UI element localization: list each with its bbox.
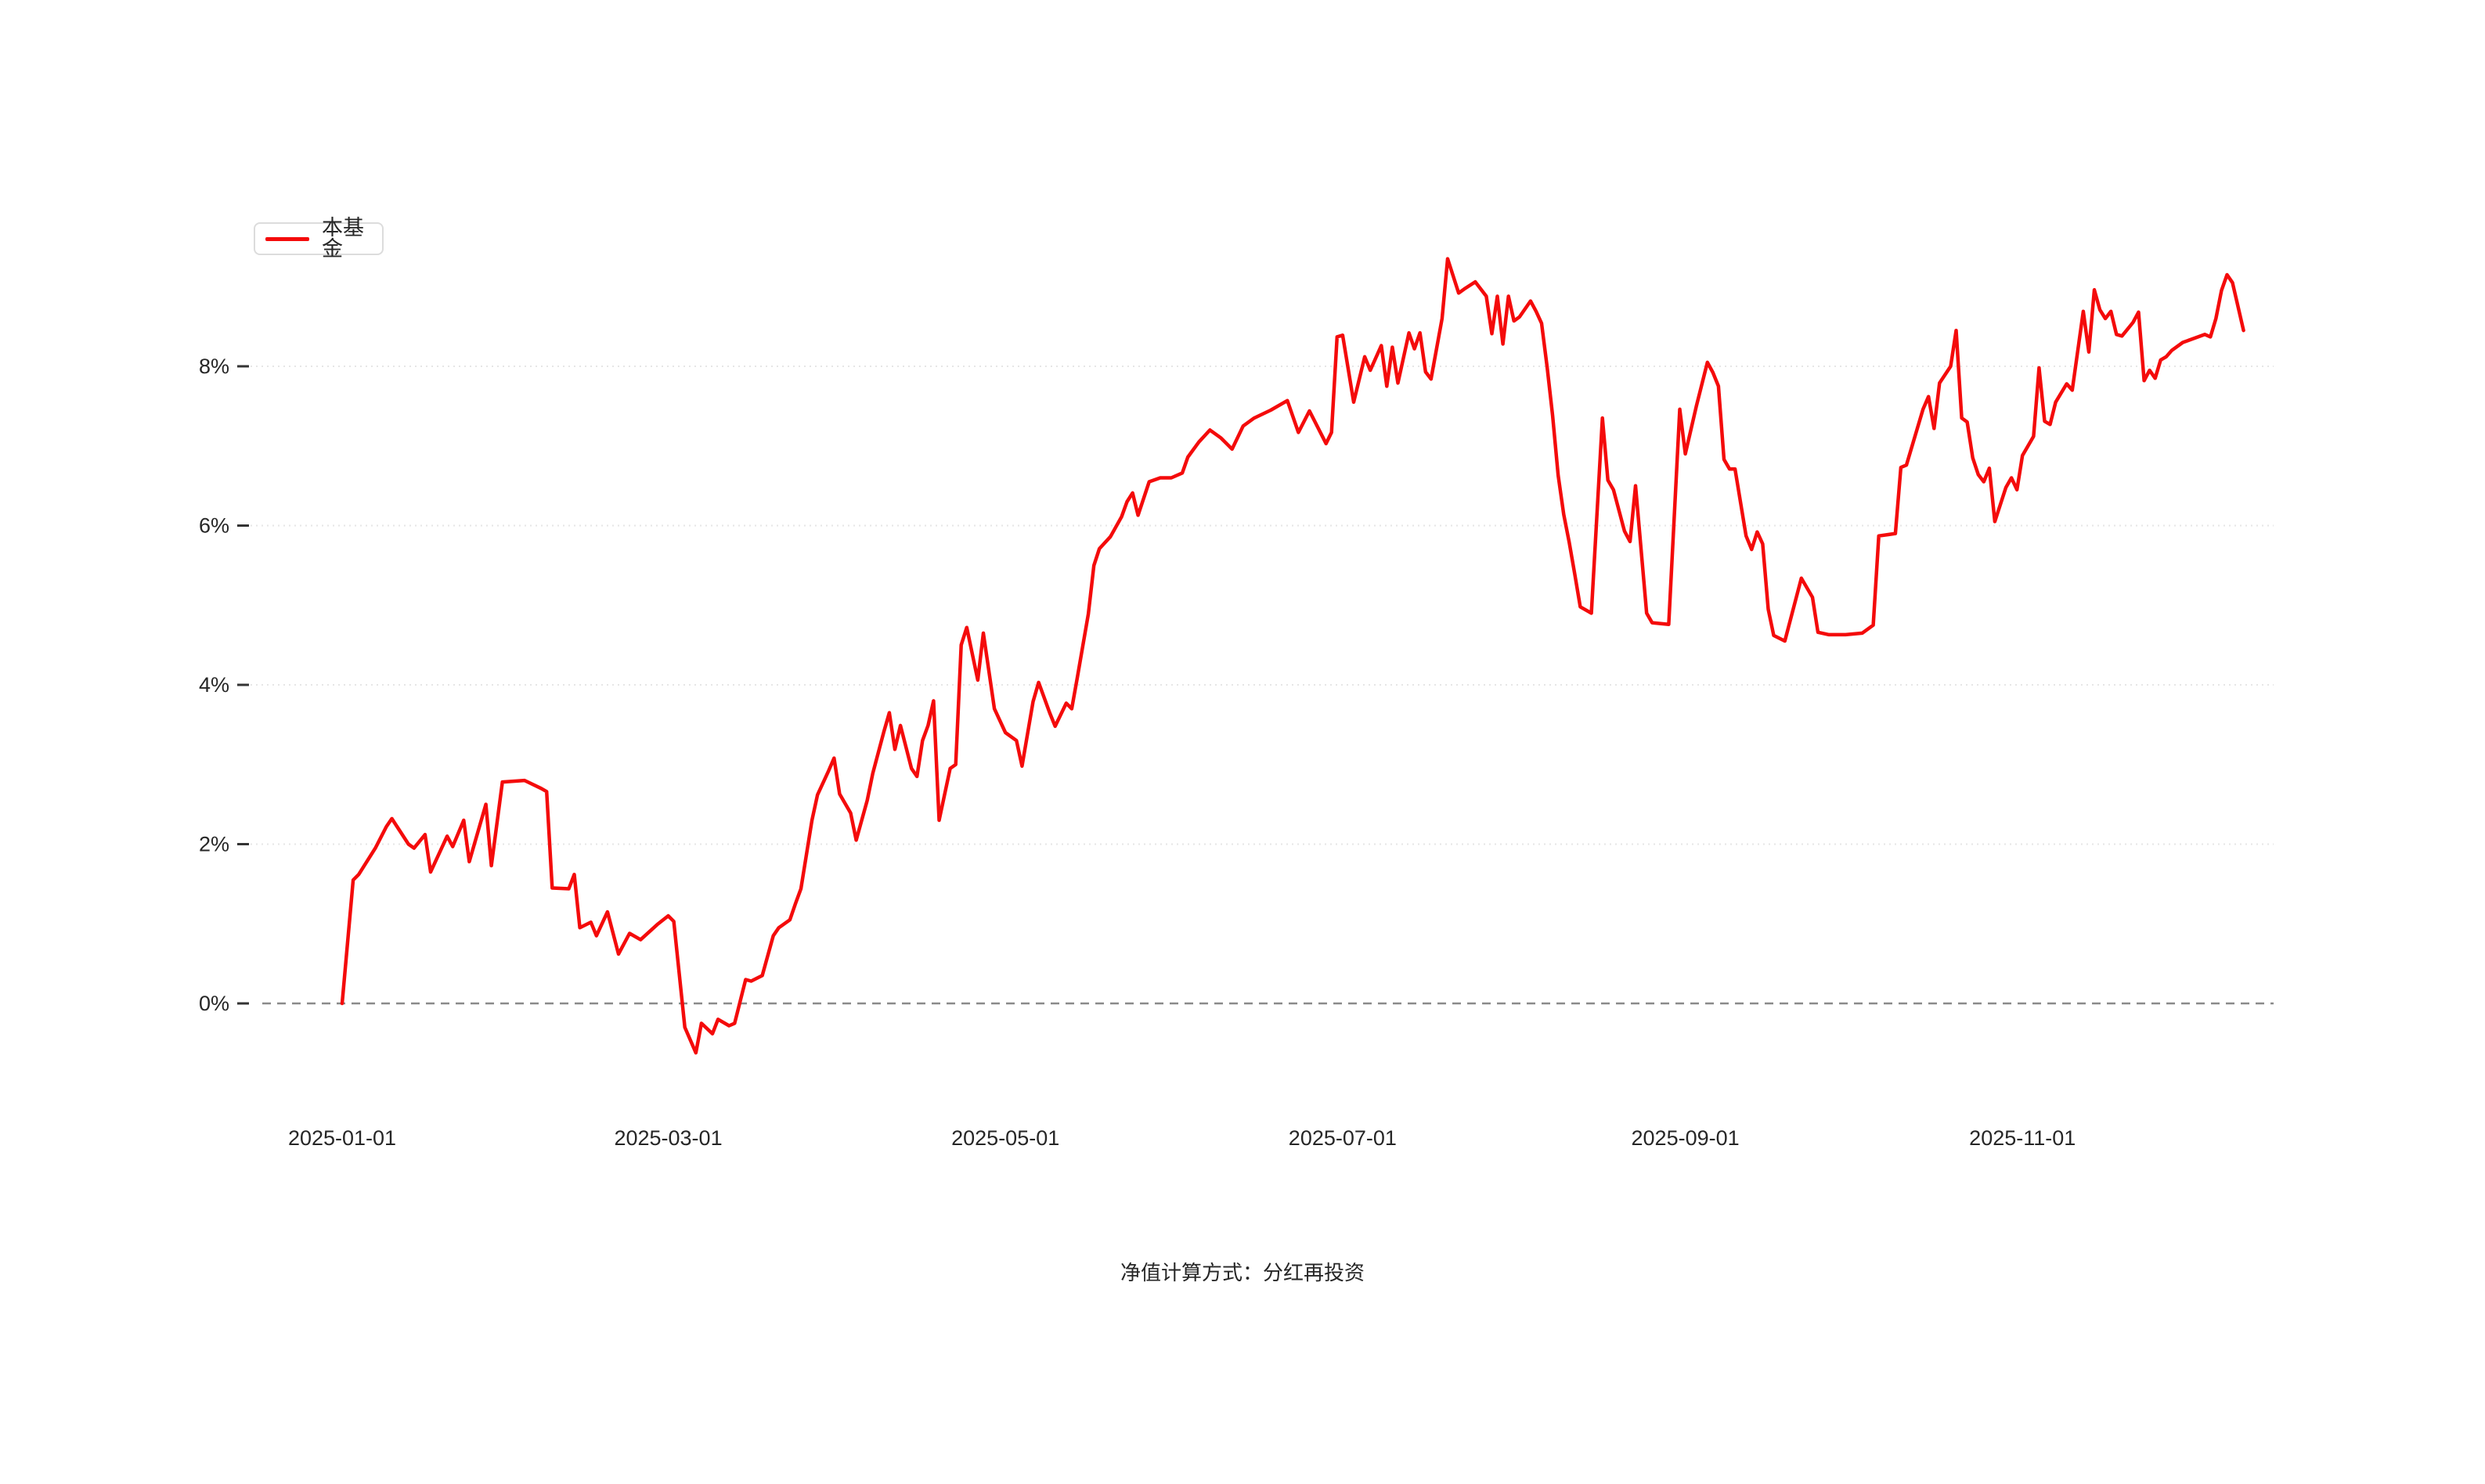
y-axis-label: 8%	[199, 355, 229, 378]
legend-item-fund[interactable]: 本基金	[254, 218, 384, 260]
x-axis-label: 2025-11-01	[1969, 1126, 2076, 1150]
y-axis-label: 6%	[199, 514, 229, 538]
y-axis-label: 2%	[199, 833, 229, 856]
x-axis-label: 2025-07-01	[1289, 1126, 1397, 1150]
legend-label: 本基金	[322, 216, 364, 261]
x-axis-label: 2025-03-01	[614, 1126, 722, 1150]
nav-calculation-note: 净值计算方式：分红再投资	[1120, 1261, 1365, 1284]
fund-line	[340, 257, 2245, 1055]
x-axis-label: 2025-09-01	[1632, 1126, 1740, 1150]
y-axis-label: 0%	[199, 992, 229, 1015]
x-axis-label: 2025-05-01	[951, 1126, 1059, 1150]
x-axis-label: 2025-01-01	[288, 1126, 396, 1150]
y-axis-label: 4%	[199, 673, 229, 697]
fund-line-swatch	[265, 236, 309, 241]
